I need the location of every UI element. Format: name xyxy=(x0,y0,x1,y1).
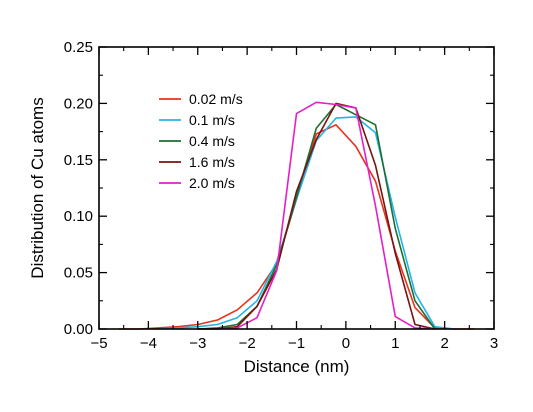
y-tick-label: 0.20 xyxy=(64,95,93,112)
x-tick-label: 3 xyxy=(490,335,498,352)
x-tick-label: −5 xyxy=(90,335,107,352)
legend-label: 0.4 m/s xyxy=(189,133,235,149)
y-tick-label: 0.10 xyxy=(64,208,93,225)
x-tick-label: 2 xyxy=(440,335,448,352)
y-tick-label: 0.05 xyxy=(64,265,93,282)
legend-label: 0.1 m/s xyxy=(189,112,235,128)
x-axis-title: Distance (nm) xyxy=(244,357,350,376)
series-line-2 xyxy=(158,116,455,330)
legend-label: 0.02 m/s xyxy=(189,91,243,107)
x-tick-label: −3 xyxy=(189,335,206,352)
y-tick-label: 0.15 xyxy=(64,152,93,169)
series-line-5 xyxy=(217,101,435,330)
plot-frame xyxy=(98,46,495,330)
series-line-3 xyxy=(197,103,436,330)
series-line-4 xyxy=(197,102,435,330)
ticks-layer: −5 −4 −3 −2 −1 0 1 2 3 0.00 0.05 0.10 0.15 0.20 0.25 xyxy=(64,39,498,352)
x-tick-label: −2 xyxy=(239,335,256,352)
x-tick-label: −4 xyxy=(140,335,157,352)
y-tick-label: 0.00 xyxy=(64,321,93,338)
series-line-1 xyxy=(118,124,475,330)
legend-label: 2.0 m/s xyxy=(189,175,235,191)
series-layer xyxy=(118,101,475,330)
legend-label: 1.6 m/s xyxy=(189,154,235,170)
x-tick-label: 0 xyxy=(342,335,350,352)
legend: 0.02 m/s 0.1 m/s 0.4 m/s 1.6 m/s 2.0 m/s xyxy=(159,91,243,191)
x-tick-label: 1 xyxy=(391,335,399,352)
y-tick-label: 0.25 xyxy=(64,39,93,56)
y-axis-title: Distribution of Cu atoms xyxy=(28,97,47,278)
x-tick-label: −1 xyxy=(288,335,305,352)
